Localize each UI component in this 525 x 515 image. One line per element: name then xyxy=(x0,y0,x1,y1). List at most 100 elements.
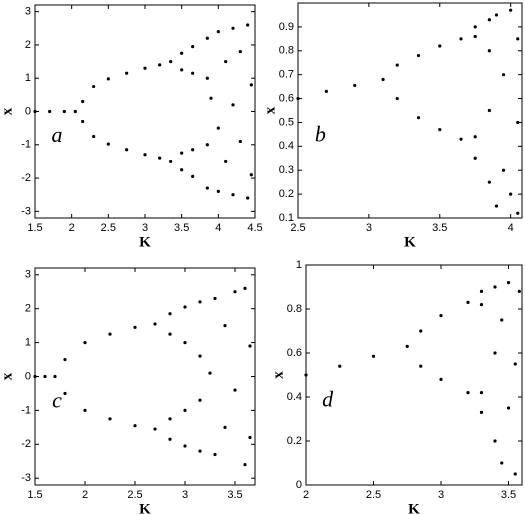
x-tick-label: 2 xyxy=(303,489,309,501)
x-tick-label: 2 xyxy=(82,489,88,501)
point xyxy=(516,120,520,125)
point xyxy=(516,211,520,215)
panel-letter: c xyxy=(52,388,62,413)
y-tick-label: 0.6 xyxy=(279,92,294,104)
y-tick-label: 0.4 xyxy=(287,391,302,403)
x-tick-label: 4.5 xyxy=(247,222,262,234)
point xyxy=(169,159,173,164)
point xyxy=(43,374,47,379)
y-tick-label: 0.8 xyxy=(287,303,302,315)
point xyxy=(416,53,421,58)
y-tick-label: 2 xyxy=(25,39,31,51)
point xyxy=(487,180,491,184)
point xyxy=(506,281,511,285)
point xyxy=(191,148,195,152)
point xyxy=(487,49,491,53)
point xyxy=(81,99,85,104)
point xyxy=(473,34,477,39)
x-tick-label: 3.5 xyxy=(501,489,516,501)
y-tick-label: 0.9 xyxy=(279,21,294,33)
point xyxy=(33,109,37,114)
y-tick-label: 0.8 xyxy=(279,45,294,57)
x-tick-label: 4 xyxy=(508,222,514,234)
point xyxy=(487,18,491,22)
point xyxy=(416,116,421,120)
point xyxy=(92,84,96,89)
point xyxy=(500,318,504,322)
point xyxy=(459,37,463,41)
point xyxy=(233,388,237,392)
point xyxy=(419,329,423,333)
y-tick-label: 1 xyxy=(25,72,31,84)
point xyxy=(183,305,187,309)
point xyxy=(106,142,110,146)
point xyxy=(213,452,217,457)
point xyxy=(473,25,477,29)
point xyxy=(246,196,250,200)
point xyxy=(459,137,463,141)
point xyxy=(63,357,67,362)
x-axis-label: K xyxy=(139,234,151,250)
y-tick-label: 3 xyxy=(25,6,31,18)
point xyxy=(168,417,172,421)
point xyxy=(183,444,187,448)
point xyxy=(224,159,228,164)
y-tick-label: -2 xyxy=(21,438,31,450)
point xyxy=(108,417,112,421)
plot-frame xyxy=(34,267,256,486)
x-tick-label: 2 xyxy=(69,222,75,234)
point xyxy=(216,189,220,193)
point xyxy=(487,108,491,113)
point xyxy=(493,351,497,355)
point xyxy=(191,174,195,178)
point xyxy=(180,151,184,155)
y-tick-label: 1 xyxy=(296,259,302,271)
point xyxy=(381,77,385,82)
x-tick-label: 2.5 xyxy=(290,222,305,234)
point xyxy=(500,461,504,465)
point xyxy=(479,410,484,414)
point xyxy=(296,96,300,101)
point xyxy=(494,204,499,208)
point xyxy=(513,472,517,476)
point xyxy=(304,373,308,377)
point xyxy=(168,332,172,336)
point xyxy=(92,134,96,139)
x-tick-label: 3 xyxy=(366,222,372,234)
x-tick-label: 4 xyxy=(215,222,221,234)
y-tick-label: 0.2 xyxy=(279,188,294,200)
point xyxy=(205,36,209,40)
plot-frame xyxy=(305,264,523,486)
y-tick-label: 3 xyxy=(25,269,31,281)
point xyxy=(191,71,195,75)
y-tick-label: 0.7 xyxy=(279,69,294,81)
point xyxy=(516,37,520,41)
point xyxy=(517,289,521,293)
point xyxy=(438,44,442,48)
point xyxy=(208,371,212,375)
point xyxy=(231,26,235,30)
point xyxy=(223,324,227,328)
point xyxy=(395,96,399,101)
point xyxy=(501,168,506,172)
point xyxy=(198,300,202,304)
x-tick-label: 3.5 xyxy=(227,489,242,501)
x-axis-label: K xyxy=(408,501,420,515)
y-tick-label: 2 xyxy=(25,303,31,315)
y-tick-label: -1 xyxy=(21,139,31,151)
point xyxy=(473,135,477,139)
point xyxy=(83,408,87,413)
point xyxy=(248,344,252,348)
point xyxy=(153,322,157,326)
point xyxy=(338,364,342,368)
point xyxy=(205,186,209,190)
point xyxy=(238,139,242,144)
point xyxy=(216,30,220,34)
point xyxy=(198,398,202,402)
point xyxy=(191,45,195,49)
point xyxy=(494,13,499,17)
point xyxy=(180,168,184,172)
point xyxy=(466,391,470,395)
point xyxy=(209,96,213,100)
